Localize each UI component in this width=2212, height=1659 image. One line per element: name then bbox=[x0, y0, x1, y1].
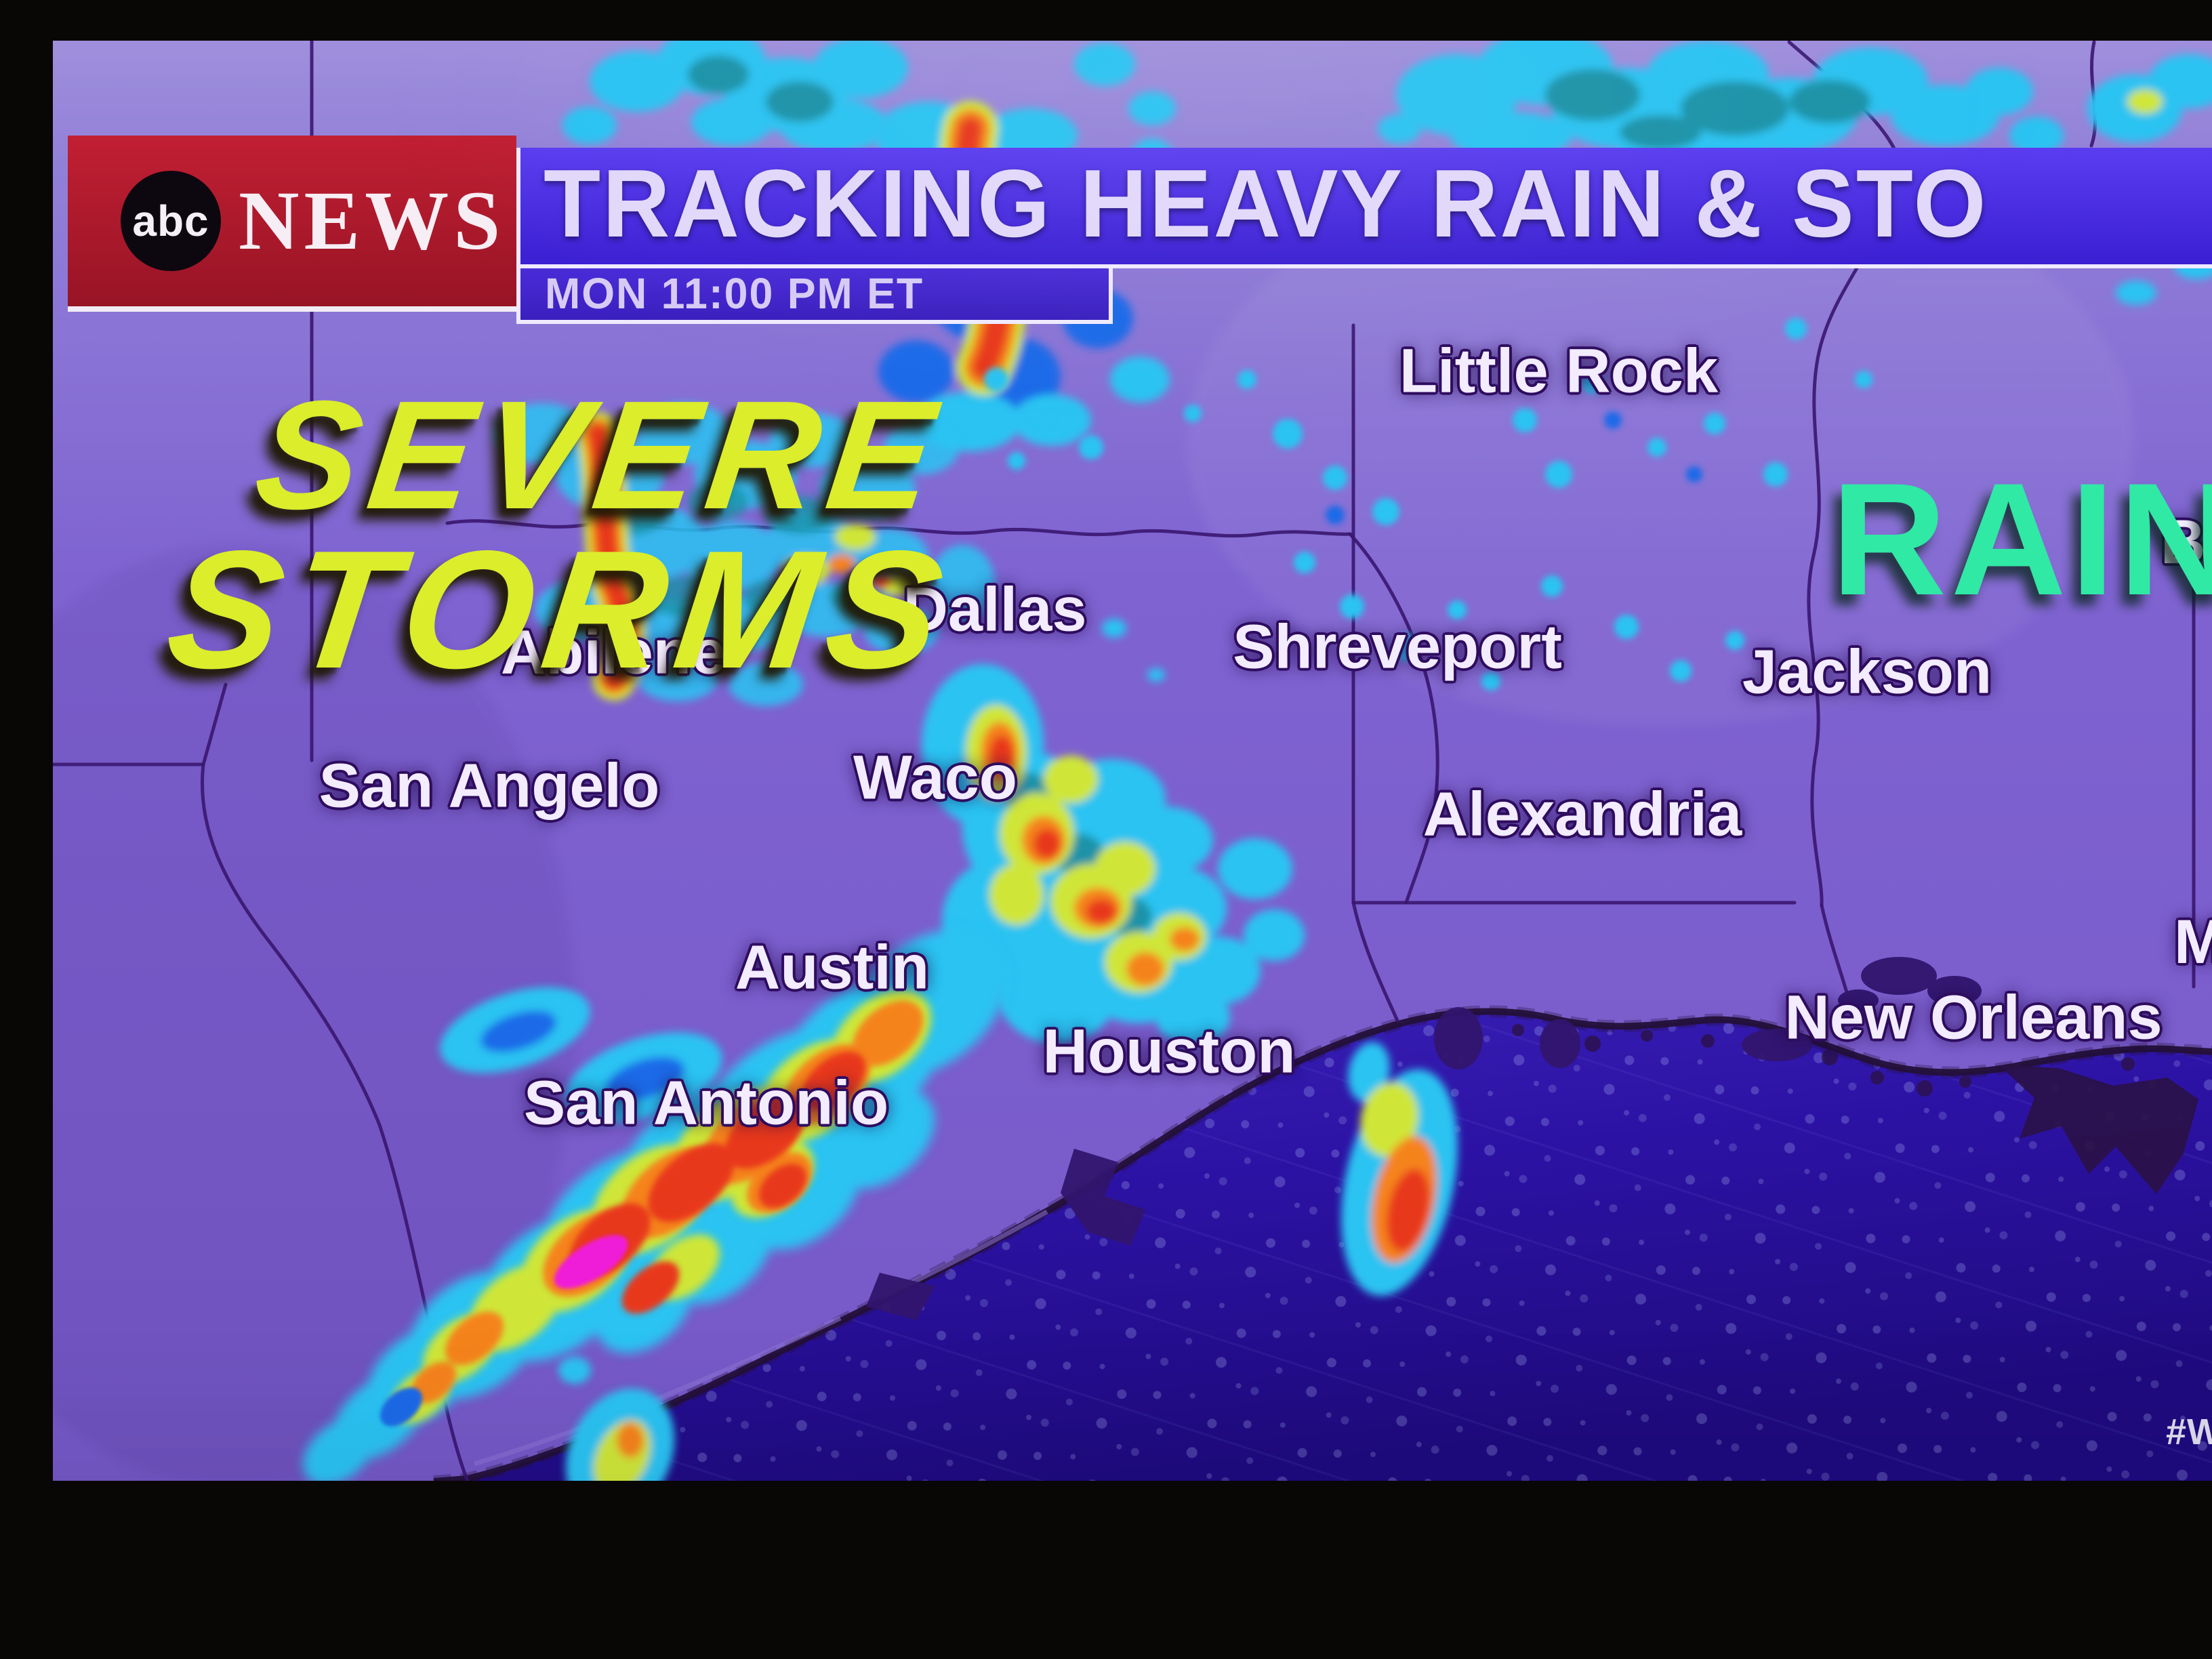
weather-radar-map bbox=[53, 41, 2212, 1481]
headline-banner: TRACKING HEAVY RAIN & STO bbox=[516, 148, 2212, 268]
severe-storms-annotation: SEVERE STORMS bbox=[83, 369, 1056, 703]
bays-and-lakes bbox=[866, 957, 1982, 1320]
map-canvas: Little Rock Dallas Abilene Shreveport Jackso… bbox=[53, 41, 2212, 1481]
city-label: Waco bbox=[853, 743, 1017, 813]
city-label: Jackson bbox=[1742, 637, 1992, 707]
radar-cell-gulf-offshore bbox=[1341, 1042, 1458, 1296]
city-label: Dallas bbox=[903, 575, 1087, 644]
city-label: Alexandria bbox=[1422, 779, 1742, 849]
headline-text: TRACKING HEAVY RAIN & STO bbox=[544, 150, 1988, 258]
city-label: Abilene bbox=[500, 617, 726, 687]
city-label-partial: Bi bbox=[2160, 508, 2212, 577]
city-label: Austin bbox=[735, 933, 930, 1002]
city-label: Houston bbox=[1042, 1017, 1296, 1086]
city-label: San Antonio bbox=[523, 1068, 889, 1138]
abc-news-logo: abc NEWS bbox=[68, 136, 516, 312]
social-watermark: #W bbox=[2166, 1412, 2212, 1452]
city-label: San Angelo bbox=[319, 751, 660, 821]
rain-annotation: RAIN bbox=[1831, 450, 2212, 629]
severe-storms-line2: STORMS bbox=[158, 514, 963, 703]
city-label-partial: M bbox=[2174, 907, 2212, 977]
radar-cluster-top-left bbox=[562, 41, 1176, 152]
timestamp-text: MON 11:00 PM ET bbox=[545, 269, 924, 318]
radar-severe-band-san-antonio-austin bbox=[303, 929, 1007, 1481]
bezel-top bbox=[0, 0, 2212, 41]
weather-map-screen: Little Rock Dallas Abilene Shreveport Jackso… bbox=[53, 41, 2212, 1481]
city-label: Shreveport bbox=[1233, 612, 1562, 682]
radar-scattered-showers bbox=[984, 318, 1872, 691]
city-label: New Orleans bbox=[1784, 983, 2163, 1052]
radar-cell-south-texas bbox=[558, 1357, 675, 1481]
timestamp-banner: MON 11:00 PM ET bbox=[516, 268, 1113, 324]
gulf-of-mexico bbox=[442, 1011, 2212, 1481]
bezel-bottom bbox=[0, 1481, 2212, 1659]
bezel-left bbox=[0, 0, 53, 1659]
radar-cluster-waco-northeast bbox=[922, 664, 1305, 1045]
coastline bbox=[433, 1005, 2212, 1481]
radar-blob-west-of-austin bbox=[440, 987, 722, 1123]
radar-cluster-behind-severe-text bbox=[495, 403, 995, 706]
abc-circle-icon: abc bbox=[121, 171, 221, 271]
mississippi-delta bbox=[1512, 1024, 2198, 1194]
radar-cluster-top-right bbox=[1378, 41, 2212, 305]
severe-storms-line1: SEVERE bbox=[247, 369, 953, 541]
abc-logo-text: abc bbox=[132, 197, 209, 245]
news-wordmark: NEWS bbox=[239, 174, 506, 267]
city-label: Little Rock bbox=[1399, 336, 1719, 406]
